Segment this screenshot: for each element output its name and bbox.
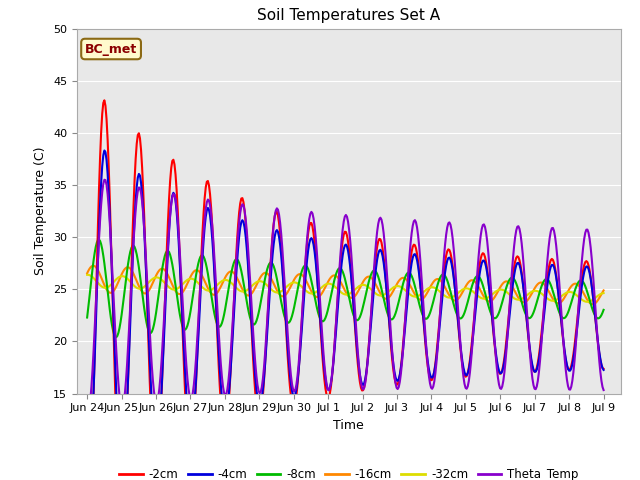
-32cm (84, 272, 92, 278)
-32cm (302, 288, 310, 294)
-8cm (399, 281, 407, 287)
-16cm (398, 275, 406, 281)
-2cm (600, 366, 607, 372)
-32cm (398, 285, 406, 290)
Line: Theta_Temp: Theta_Temp (87, 180, 604, 414)
-32cm (464, 286, 472, 291)
-4cm (398, 357, 406, 363)
Text: BC_met: BC_met (85, 43, 137, 56)
-32cm (83, 272, 91, 278)
-16cm (90, 263, 97, 269)
Legend: -2cm, -4cm, -8cm, -16cm, -32cm, Theta_Temp: -2cm, -4cm, -8cm, -16cm, -32cm, Theta_Te… (115, 463, 583, 480)
Theta_Temp (398, 360, 406, 366)
-2cm (554, 280, 561, 286)
-32cm (554, 297, 561, 302)
-32cm (600, 290, 607, 296)
-4cm (302, 269, 310, 275)
-8cm (303, 264, 311, 270)
-16cm (302, 277, 310, 283)
-2cm (302, 252, 310, 258)
-2cm (373, 244, 381, 250)
-2cm (464, 370, 472, 376)
-16cm (589, 301, 596, 307)
-2cm (398, 354, 406, 360)
-16cm (554, 300, 561, 306)
-8cm (554, 307, 562, 312)
-8cm (113, 335, 120, 340)
-32cm (373, 292, 381, 298)
-4cm (464, 371, 472, 376)
-8cm (374, 274, 382, 280)
Line: -4cm: -4cm (87, 151, 604, 480)
-32cm (245, 286, 253, 292)
Theta_Temp (302, 250, 310, 255)
-4cm (100, 148, 108, 154)
-16cm (83, 270, 91, 276)
X-axis label: Time: Time (333, 419, 364, 432)
Theta_Temp (373, 228, 381, 234)
-4cm (600, 367, 607, 373)
Theta_Temp (245, 257, 253, 263)
-2cm (245, 273, 253, 278)
-16cm (373, 284, 381, 290)
-32cm (584, 299, 591, 305)
-8cm (246, 314, 254, 320)
Y-axis label: Soil Temperature (C): Soil Temperature (C) (35, 147, 47, 276)
Line: -32cm: -32cm (87, 275, 604, 302)
-8cm (83, 315, 91, 321)
-4cm (373, 257, 381, 263)
Title: Soil Temperatures Set A: Soil Temperatures Set A (257, 9, 440, 24)
Line: -2cm: -2cm (87, 100, 604, 480)
-4cm (245, 275, 253, 281)
Theta_Temp (554, 253, 561, 259)
-4cm (554, 281, 561, 287)
Line: -16cm: -16cm (87, 266, 604, 304)
-8cm (465, 295, 473, 300)
-8cm (95, 237, 103, 242)
-8cm (600, 307, 607, 313)
Theta_Temp (600, 387, 607, 393)
-16cm (600, 288, 607, 293)
-2cm (100, 97, 108, 103)
-16cm (245, 293, 253, 299)
-16cm (464, 280, 472, 286)
Line: -8cm: -8cm (87, 240, 604, 337)
Theta_Temp (464, 384, 472, 389)
Theta_Temp (100, 177, 108, 182)
Theta_Temp (83, 411, 91, 417)
